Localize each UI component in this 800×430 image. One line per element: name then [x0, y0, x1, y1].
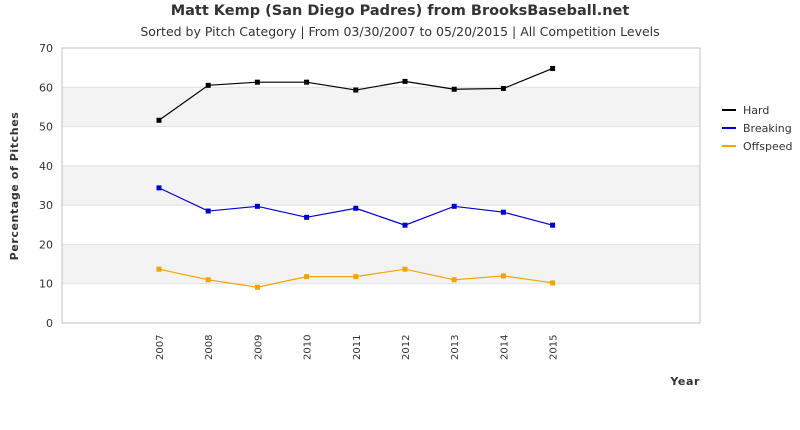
data-point-hard: [304, 79, 310, 85]
legend-label-offspeed: Offspeed: [743, 140, 792, 153]
data-point-hard: [205, 82, 211, 88]
data-point-hard: [550, 65, 556, 71]
y-axis-ticks: 0 10 20 30 40 50 60 70: [39, 42, 53, 330]
x-tick-label: 2012: [401, 335, 412, 360]
data-point-hard: [156, 117, 162, 123]
data-point-hard: [353, 87, 359, 93]
x-tick-label: 2008: [204, 335, 215, 360]
y-tick-label: 30: [39, 199, 53, 212]
data-point-breaking: [205, 208, 211, 214]
data-point-offspeed: [304, 274, 310, 280]
x-tick-label: 2015: [549, 335, 560, 360]
x-tick-label: 2011: [352, 335, 363, 360]
data-point-offspeed: [500, 273, 506, 279]
data-point-offspeed: [205, 277, 211, 283]
data-point-offspeed: [156, 266, 162, 272]
plot-band: [62, 87, 700, 127]
data-point-offspeed: [353, 274, 359, 280]
legend: Hard Breaking Offspeed: [722, 104, 792, 153]
y-tick-label: 70: [39, 42, 53, 55]
chart-subtitle: Sorted by Pitch Category | From 03/30/20…: [140, 24, 660, 39]
data-point-offspeed: [402, 266, 408, 272]
x-tick-label: 2014: [499, 335, 510, 360]
x-tick-label: 2013: [450, 335, 461, 360]
data-point-breaking: [156, 185, 162, 191]
plot-band: [62, 165, 700, 206]
plot-area-border: [61, 47, 701, 324]
data-point-breaking: [550, 222, 556, 228]
x-axis-label: Year: [669, 375, 700, 388]
data-point-breaking: [254, 203, 260, 209]
data-point-hard: [451, 86, 457, 92]
y-tick-label: 10: [39, 278, 53, 291]
data-point-breaking: [451, 203, 457, 209]
data-point-offspeed: [451, 277, 457, 283]
data-point-breaking: [353, 205, 359, 211]
x-tick-label: 2007: [155, 335, 166, 360]
y-tick-label: 60: [39, 81, 53, 94]
data-point-breaking: [500, 209, 506, 215]
legend-label-breaking: Breaking: [743, 122, 792, 135]
y-tick-label: 50: [39, 121, 53, 134]
x-tick-label: 2010: [303, 335, 314, 360]
y-tick-label: 40: [39, 160, 53, 173]
data-point-hard: [500, 85, 506, 91]
series-group: [156, 65, 556, 290]
y-axis-label: Percentage of Pitches: [8, 112, 21, 261]
data-point-offspeed: [254, 284, 260, 290]
plot-band: [62, 244, 700, 284]
data-point-breaking: [402, 222, 408, 228]
chart-title: Matt Kemp (San Diego Padres) from Brooks…: [170, 3, 630, 19]
plot-bands: [62, 87, 700, 284]
y-tick-label: 20: [39, 238, 53, 251]
data-point-offspeed: [550, 280, 556, 286]
x-tick-label: 2009: [253, 335, 264, 360]
data-point-breaking: [304, 214, 310, 220]
legend-label-hard: Hard: [743, 104, 769, 117]
data-point-hard: [402, 78, 408, 84]
data-point-hard: [254, 79, 260, 85]
x-axis-ticks: 2007 2008 2009 2010 2011 2012 2013 2014 2015: [155, 335, 560, 360]
y-tick-label: 0: [46, 317, 53, 330]
